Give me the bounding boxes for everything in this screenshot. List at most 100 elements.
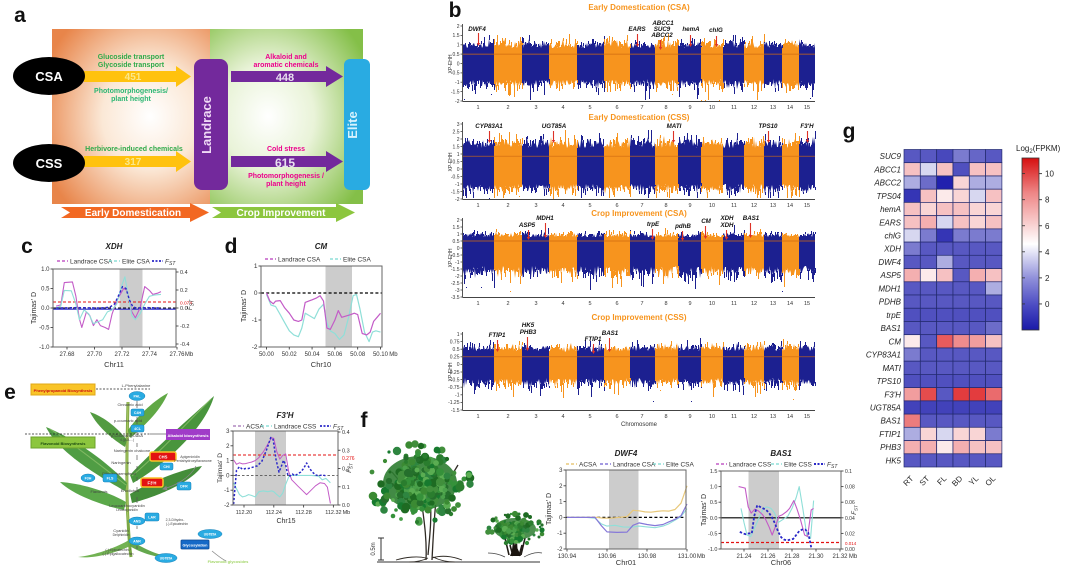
svg-text:F3'H: F3'H [800, 123, 814, 130]
svg-text:0.08: 0.08 [845, 485, 855, 491]
svg-text:6: 6 [615, 105, 618, 111]
svg-text:d: d [225, 235, 238, 258]
svg-text:Tajimas' D: Tajimas' D [701, 494, 708, 526]
svg-text:Early Domestication (CSA): Early Domestication (CSA) [588, 3, 690, 12]
svg-text:10: 10 [1045, 170, 1054, 179]
svg-text:Crop Improvement: Crop Improvement [237, 208, 327, 219]
svg-text:BAS1: BAS1 [881, 324, 901, 333]
svg-text:chlG: chlG [709, 27, 723, 34]
svg-text:3: 3 [534, 301, 537, 307]
svg-text:Landrace: Landrace [199, 96, 214, 154]
svg-text:1: 1 [476, 203, 479, 209]
svg-text:Eriodictyol: Eriodictyol [121, 488, 140, 493]
svg-text:615: 615 [275, 156, 295, 170]
svg-text:Photomorphogenesis /: Photomorphogenesis / [248, 173, 324, 180]
svg-text:FTIP1: FTIP1 [585, 336, 602, 343]
svg-text:UGT85A: UGT85A [870, 403, 901, 412]
svg-text:ABCC2: ABCC2 [650, 32, 673, 39]
svg-text:aromatic chemicals: aromatic chemicals [254, 62, 319, 69]
svg-text:-2: -2 [224, 503, 230, 509]
svg-text:1.5: 1.5 [453, 225, 460, 231]
svg-text:-0.5: -0.5 [451, 71, 460, 77]
svg-text:ANR: ANR [133, 539, 141, 543]
svg-text:Dihydrokaempferol: Dihydrokaempferol [102, 471, 136, 476]
svg-text:Landrace CSA: Landrace CSA [278, 257, 321, 264]
svg-text:UGT85A: UGT85A [204, 532, 217, 536]
svg-text:11: 11 [731, 105, 737, 111]
svg-text:-0.75: -0.75 [448, 385, 460, 391]
svg-text:13: 13 [770, 203, 776, 209]
svg-text:XDH: XDH [105, 242, 123, 251]
svg-text:14: 14 [787, 414, 793, 420]
svg-text:14: 14 [787, 301, 793, 307]
svg-text:EARS: EARS [628, 26, 646, 33]
svg-text:Elite: Elite [345, 111, 360, 138]
svg-text:Flavonoid Biosynthesis: Flavonoid Biosynthesis [41, 441, 87, 446]
svg-text:1: 1 [476, 105, 479, 111]
svg-text:1: 1 [254, 263, 258, 270]
svg-text:Elite CSA: Elite CSA [666, 462, 694, 469]
svg-text:Mb: Mb [185, 352, 194, 358]
svg-text:-0.5: -0.5 [451, 377, 460, 383]
svg-text:SUC9: SUC9 [654, 26, 671, 33]
svg-text:1: 1 [457, 152, 460, 158]
svg-text:Flavonols: Flavonols [90, 489, 107, 494]
svg-text:0.5: 0.5 [453, 52, 460, 58]
svg-text:-1.25: -1.25 [448, 400, 460, 406]
svg-text:CM: CM [889, 337, 902, 346]
svg-text:3: 3 [534, 203, 537, 209]
svg-text:15: 15 [804, 203, 810, 209]
svg-text:Cyanidin: Cyanidin [113, 528, 129, 533]
svg-text:0.02: 0.02 [845, 531, 855, 537]
svg-text:21.28: 21.28 [784, 554, 800, 560]
svg-text:-1: -1 [557, 531, 563, 537]
svg-text:Glycosylation: Glycosylation [183, 544, 209, 548]
svg-text:L-Phenylalanine: L-Phenylalanine [122, 383, 151, 388]
svg-text:0.0: 0.0 [342, 503, 350, 509]
svg-text:27.68: 27.68 [59, 352, 75, 358]
svg-text:-1.5: -1.5 [451, 408, 460, 414]
svg-text:10: 10 [709, 414, 715, 420]
svg-text:0.25: 0.25 [450, 355, 460, 361]
svg-text:Early Domestication: Early Domestication [85, 208, 181, 219]
svg-text:5: 5 [588, 414, 591, 420]
svg-text:CHS: CHS [159, 455, 168, 460]
svg-text:10: 10 [709, 203, 715, 209]
svg-text:c: c [21, 235, 33, 258]
svg-text:8: 8 [664, 301, 667, 307]
svg-text:0: 0 [457, 362, 460, 368]
svg-text:21.32: 21.32 [832, 554, 848, 560]
svg-text:4: 4 [561, 105, 564, 111]
svg-text:15: 15 [804, 414, 810, 420]
svg-text:0: 0 [254, 290, 258, 297]
svg-text:Phenylpropanoid Biosynthesis: Phenylpropanoid Biosynthesis [34, 388, 93, 393]
svg-text:-1.5: -1.5 [451, 189, 460, 195]
svg-text:4-(β-D-...): 4-(β-D-...) [120, 438, 134, 442]
svg-text:12: 12 [751, 301, 757, 307]
svg-text:0.5: 0.5 [453, 347, 460, 353]
svg-text:8: 8 [664, 414, 667, 420]
svg-text:Glycoside transport: Glycoside transport [98, 62, 165, 69]
svg-text:0.5: 0.5 [453, 159, 460, 165]
svg-text:XP-EHH: XP-EHH [448, 54, 454, 73]
svg-text:Naringenin: Naringenin [111, 460, 130, 465]
svg-text:5: 5 [588, 203, 591, 209]
svg-text:451: 451 [125, 72, 142, 83]
svg-text:112.32: 112.32 [325, 510, 341, 516]
svg-text:1: 1 [559, 500, 563, 506]
svg-text:1.5: 1.5 [453, 33, 460, 39]
svg-text:CM: CM [701, 218, 711, 225]
svg-text:50.08: 50.08 [350, 352, 366, 358]
svg-text:10: 10 [709, 105, 715, 111]
svg-text:27.70: 27.70 [87, 352, 103, 358]
svg-text:9: 9 [688, 203, 691, 209]
svg-text:3: 3 [534, 105, 537, 111]
svg-text:F3H: F3H [85, 476, 92, 480]
svg-text:f: f [361, 409, 369, 432]
svg-text:FST: FST [187, 299, 196, 310]
svg-text:13: 13 [770, 301, 776, 307]
svg-text:7: 7 [640, 203, 643, 209]
svg-text:0: 0 [457, 167, 460, 173]
svg-text:-0.5: -0.5 [451, 174, 460, 180]
svg-text:-1.5: -1.5 [451, 89, 460, 95]
